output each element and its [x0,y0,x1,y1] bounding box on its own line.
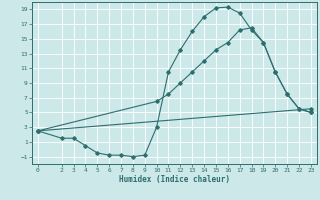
X-axis label: Humidex (Indice chaleur): Humidex (Indice chaleur) [119,175,230,184]
